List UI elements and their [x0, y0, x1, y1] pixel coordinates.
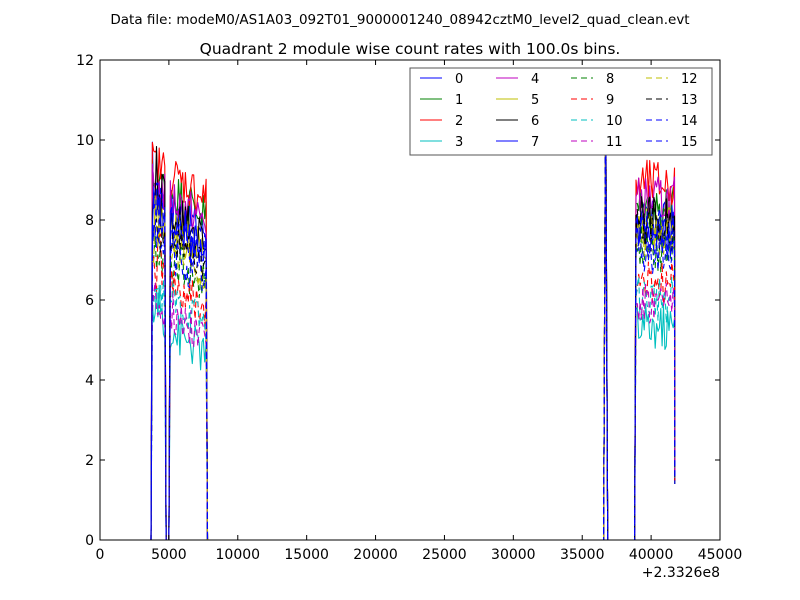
legend-label: 1 — [455, 93, 463, 108]
x-offset-label: +2.3326e8 — [642, 565, 720, 581]
x-tick-label: 10000 — [216, 547, 261, 563]
legend-label: 12 — [681, 72, 698, 87]
chart-suptitle: Data file: modeM0/AS1A03_092T01_90000012… — [110, 12, 689, 28]
y-tick-label: 2 — [85, 453, 94, 469]
x-tick-label: 0 — [96, 547, 105, 563]
legend-label: 14 — [681, 114, 698, 129]
y-tick-label: 12 — [76, 53, 94, 69]
legend-label: 6 — [531, 114, 539, 129]
legend-label: 15 — [681, 135, 698, 150]
x-tick-label: 35000 — [560, 547, 605, 563]
legend-label: 10 — [606, 114, 623, 129]
x-tick-label: 5000 — [151, 547, 187, 563]
legend-label: 5 — [531, 93, 539, 108]
x-tick-label: 20000 — [353, 547, 398, 563]
legend-label: 11 — [606, 135, 623, 150]
x-tick-label: 15000 — [284, 547, 329, 563]
legend-label: 13 — [681, 93, 698, 108]
legend-label: 3 — [455, 135, 463, 150]
legend-label: 4 — [531, 72, 539, 87]
legend-label: 8 — [606, 72, 614, 87]
y-tick-label: 10 — [76, 133, 94, 149]
series-line-11 — [100, 103, 676, 541]
y-tick-label: 0 — [85, 533, 94, 549]
legend-label: 7 — [531, 135, 539, 150]
x-tick-label: 25000 — [422, 547, 467, 563]
axes-layer: 0 5000 10000 15000 20000 25000 30000 35000 40000… — [76, 53, 742, 563]
y-tick-label: 6 — [85, 293, 94, 309]
x-tick-label: 40000 — [629, 547, 674, 563]
chart-title: Quadrant 2 module wise count rates with … — [200, 40, 621, 58]
legend-label: 2 — [455, 114, 463, 129]
y-tick-label: 4 — [85, 373, 94, 389]
y-tick-label: 8 — [85, 213, 94, 229]
legend-label: 0 — [455, 72, 463, 87]
x-tick-label: 30000 — [491, 547, 536, 563]
legend-frame — [409, 67, 713, 156]
legend-label: 9 — [606, 93, 614, 108]
x-tick-label: 45000 — [698, 547, 743, 563]
